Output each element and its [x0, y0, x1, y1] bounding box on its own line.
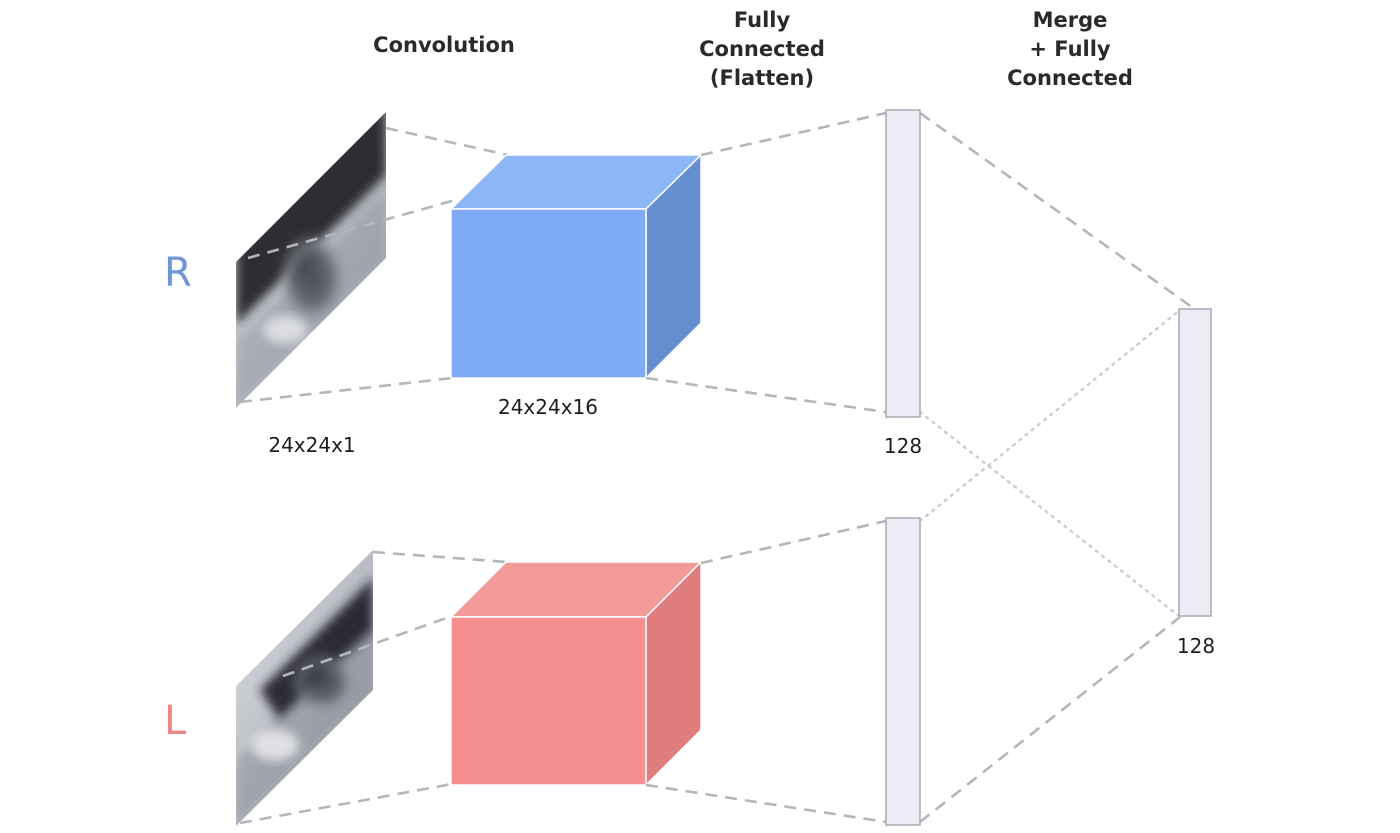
left-eye-input-image [236, 550, 373, 826]
connectors-left-input-to-conv [239, 550, 508, 825]
right-eye-input-image [236, 112, 386, 408]
merged-dim-label: 128 [1177, 634, 1215, 658]
dotted-cross-connectors [918, 308, 1182, 619]
right-conv-cube [449, 153, 703, 380]
svg-text:+ Fully: + Fully [1029, 37, 1111, 61]
connectors-right-input-to-conv [239, 126, 509, 404]
svg-text:(Flatten): (Flatten) [710, 66, 814, 90]
svg-text:Connected: Connected [1007, 66, 1133, 90]
connectors-fc-to-merged [919, 111, 1197, 824]
connectors-right-conv-to-fc [645, 111, 887, 414]
svg-text:Fully: Fully [734, 8, 791, 32]
fc-dim-label: 128 [884, 434, 922, 458]
input-dim-label: 24x24x1 [268, 433, 355, 457]
connectors-left-conv-to-fc [645, 519, 887, 824]
right-fc-layer [885, 109, 921, 418]
left-conv-cube [449, 560, 703, 787]
merged-fc-layer [1178, 308, 1212, 617]
svg-text:Merge: Merge [1033, 8, 1108, 32]
stage-title-merge-fully-connected: Merge + Fully Connected [1007, 8, 1133, 90]
left-fc-layer [885, 517, 921, 826]
svg-text:Connected: Connected [699, 37, 825, 61]
stage-title-convolution: Convolution [373, 33, 515, 57]
stage-title-fully-connected-flatten: Fully Connected (Flatten) [699, 8, 825, 90]
right-eye-letter: R [164, 250, 192, 296]
left-eye-letter: L [164, 698, 187, 744]
conv-dim-label: 24x24x16 [498, 395, 598, 419]
